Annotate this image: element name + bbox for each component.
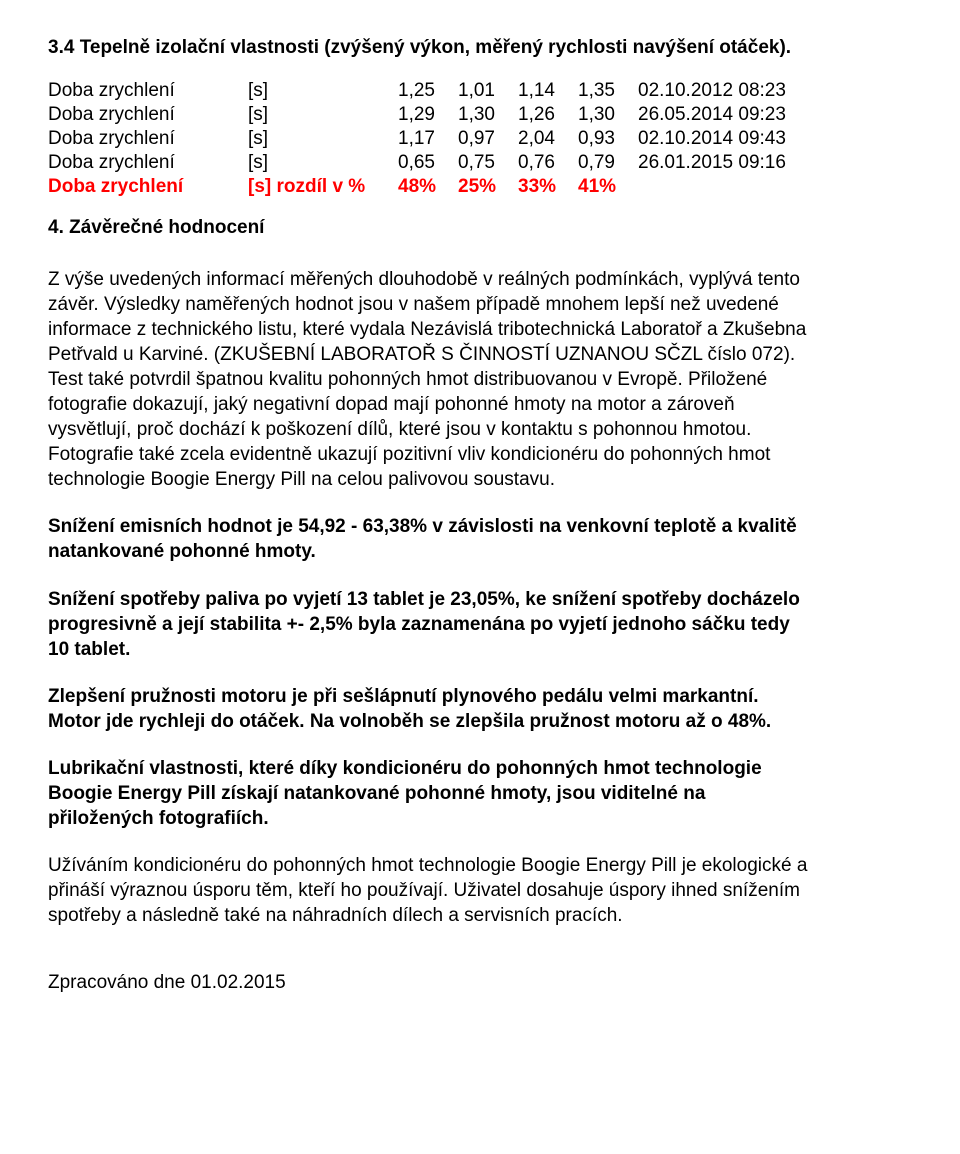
acceleration-table: Doba zrychlení[s]1,251,011,141,3502.10.2… — [48, 79, 798, 199]
row-value-1: 48% — [398, 175, 458, 199]
row-unit: [s] — [248, 79, 398, 103]
conclusion-paragraph-2: Snížení emisních hodnot je 54,92 - 63,38… — [48, 514, 816, 564]
conclusion-paragraph-5: Lubrikační vlastnosti, které díky kondic… — [48, 756, 816, 831]
table-row: Doba zrychlení[s] rozdíl v %48%25%33%41% — [48, 175, 798, 199]
row-timestamp: 26.05.2014 09:23 — [638, 103, 798, 127]
conclusion-paragraph-3: Snížení spotřeby paliva po vyjetí 13 tab… — [48, 587, 816, 662]
row-value-3: 1,14 — [518, 79, 578, 103]
row-value-2: 25% — [458, 175, 518, 199]
conclusion-paragraph-4: Zlepšení pružnosti motoru je při sešlápn… — [48, 684, 816, 734]
row-value-1: 1,17 — [398, 127, 458, 151]
row-value-1: 0,65 — [398, 151, 458, 175]
document-footer-date: Zpracováno dne 01.02.2015 — [48, 972, 816, 994]
row-label: Doba zrychlení — [48, 103, 248, 127]
row-value-3: 33% — [518, 175, 578, 199]
row-value-1: 1,29 — [398, 103, 458, 127]
table-row: Doba zrychlení[s]0,650,750,760,7926.01.2… — [48, 151, 798, 175]
section-3-4-heading: 3.4 Tepelně izolační vlastnosti (zvýšený… — [48, 36, 816, 61]
section-4-heading: 4. Závěrečné hodnocení — [48, 217, 816, 239]
row-value-3: 2,04 — [518, 127, 578, 151]
row-value-4: 41% — [578, 175, 638, 199]
document-page: 3.4 Tepelně izolační vlastnosti (zvýšený… — [0, 0, 864, 1042]
row-value-3: 0,76 — [518, 151, 578, 175]
row-timestamp: 26.01.2015 09:16 — [638, 151, 798, 175]
table-row: Doba zrychlení[s]1,251,011,141,3502.10.2… — [48, 79, 798, 103]
row-timestamp — [638, 175, 798, 199]
table-row: Doba zrychlení[s]1,170,972,040,9302.10.2… — [48, 127, 798, 151]
row-timestamp: 02.10.2012 08:23 — [638, 79, 798, 103]
row-value-3: 1,26 — [518, 103, 578, 127]
row-value-2: 1,01 — [458, 79, 518, 103]
row-value-2: 0,75 — [458, 151, 518, 175]
row-label: Doba zrychlení — [48, 175, 248, 199]
row-value-2: 1,30 — [458, 103, 518, 127]
row-value-4: 0,79 — [578, 151, 638, 175]
row-label: Doba zrychlení — [48, 79, 248, 103]
row-timestamp: 02.10.2014 09:43 — [638, 127, 798, 151]
row-value-4: 1,30 — [578, 103, 638, 127]
row-unit: [s] rozdíl v % — [248, 175, 398, 199]
row-unit: [s] — [248, 127, 398, 151]
row-value-2: 0,97 — [458, 127, 518, 151]
row-label: Doba zrychlení — [48, 127, 248, 151]
row-unit: [s] — [248, 103, 398, 127]
table-row: Doba zrychlení[s]1,291,301,261,3026.05.2… — [48, 103, 798, 127]
row-value-1: 1,25 — [398, 79, 458, 103]
row-label: Doba zrychlení — [48, 151, 248, 175]
conclusion-paragraph-1: Z výše uvedených informací měřených dlou… — [48, 267, 816, 493]
conclusion-paragraph-6: Užíváním kondicionéru do pohonných hmot … — [48, 853, 816, 928]
row-value-4: 1,35 — [578, 79, 638, 103]
row-unit: [s] — [248, 151, 398, 175]
row-value-4: 0,93 — [578, 127, 638, 151]
